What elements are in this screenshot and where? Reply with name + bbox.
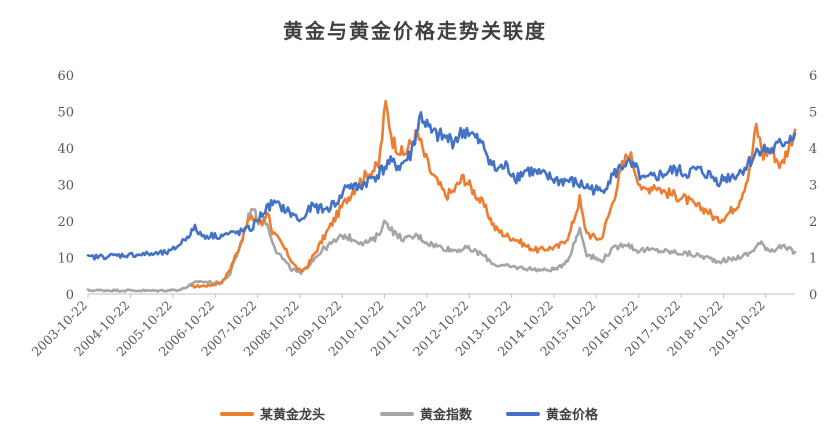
y-left-tick-label: 50 [57, 106, 74, 121]
y-right-tick-label: 0 [809, 288, 817, 303]
series-line-0 [190, 99, 797, 289]
y-right-tick-label: 3 [809, 179, 817, 194]
y-right-tick-label: 4 [809, 142, 817, 157]
series-line-2 [86, 111, 797, 261]
y-left-tick-label: 40 [57, 142, 74, 157]
y-right-tick-label: 5 [809, 106, 817, 121]
y-right-tick-label: 6 [809, 69, 817, 84]
y-left-tick-label: 10 [57, 252, 74, 267]
y-left-tick-label: 60 [57, 69, 74, 84]
y-left-tick-label: 30 [57, 179, 74, 194]
y-right-tick-label: 2 [809, 215, 817, 230]
y-left-tick-label: 0 [66, 288, 74, 303]
y-left-tick-label: 20 [57, 215, 74, 230]
chart-title: 黄金与黄金价格走势关联度 [283, 19, 547, 43]
legend-label-2: 黄金价格 [546, 407, 599, 423]
series-line-1 [86, 207, 797, 293]
legend-label-0: 某黄金龙头 [259, 407, 325, 423]
legend-label-1: 黄金指数 [420, 407, 473, 423]
y-right-tick-label: 1 [809, 252, 817, 267]
